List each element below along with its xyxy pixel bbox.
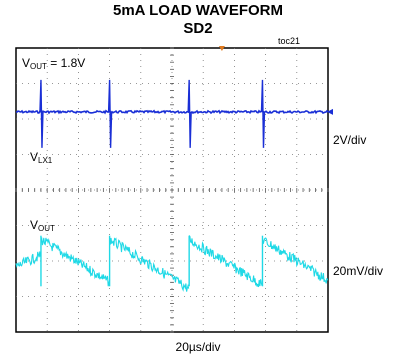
vout-ripple-ramp xyxy=(188,235,263,288)
vlx1-trace xyxy=(15,109,329,115)
vout-channel-label: VOUT xyxy=(30,218,55,233)
vout-scale-label: 20mV/div xyxy=(333,264,384,278)
chart-title: 5mA LOAD WAVEFORM xyxy=(112,2,283,19)
vout-ripple-ramp xyxy=(15,251,42,269)
vlx1-spike xyxy=(187,79,192,148)
vout-ripple-ramp xyxy=(109,237,190,292)
vlx1-scale-label: 2V/div xyxy=(333,133,367,147)
trigger-marker-icon xyxy=(218,46,225,51)
vout-setting-annotation: VOUT = 1.8V xyxy=(22,56,86,71)
vout-ripple-ramp xyxy=(40,237,111,287)
vlx1-spike xyxy=(39,79,44,148)
vlx1-spike xyxy=(260,79,266,148)
vlx1-spike xyxy=(107,79,113,148)
vlx1-channel-label: VLX1 xyxy=(30,150,53,165)
figure-tag: toc21 xyxy=(278,36,301,46)
chart-subtitle: SD2 xyxy=(183,20,213,37)
vout-ripple-ramp xyxy=(261,237,329,284)
time-scale-label: 20µs/div xyxy=(175,340,221,354)
ground-marker-icon xyxy=(327,108,333,115)
